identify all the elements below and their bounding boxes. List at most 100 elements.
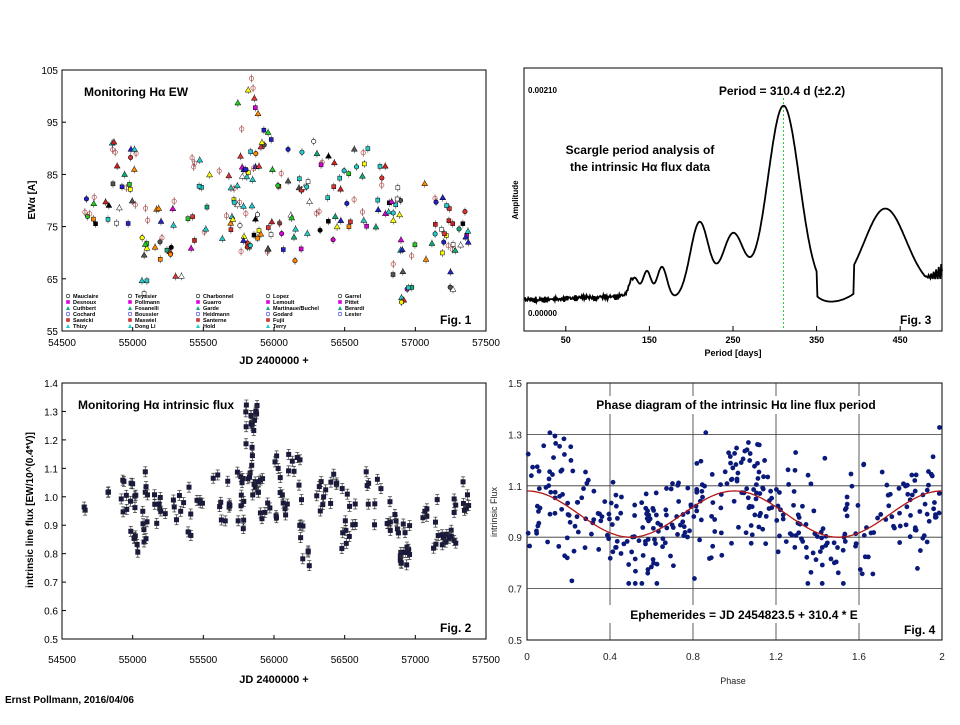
- fig2-point: [460, 500, 466, 506]
- fig2-point: [82, 507, 88, 513]
- fig2-point: [105, 489, 111, 495]
- fig2-point: [372, 501, 378, 507]
- fig1-point: [447, 284, 453, 290]
- fig4-plot-frame: [526, 382, 943, 641]
- fig1-legend-label: Terry: [273, 324, 287, 330]
- fig1-legend-label: Lester: [345, 312, 362, 318]
- fig1-legend-marker: [196, 300, 200, 304]
- fig2-title: Monitoring Hα intrinsic flux: [78, 398, 234, 412]
- fig4-title: Phase diagram of the intrinsic Hα line f…: [596, 398, 875, 412]
- fig1-point: [243, 211, 249, 217]
- fig1-legend-marker: [337, 311, 343, 317]
- fig4-point: [769, 505, 775, 511]
- fig2-point: [262, 509, 268, 515]
- fig4-point: [853, 541, 859, 547]
- fig4-annotation-bg: [600, 605, 890, 623]
- fig4-ytick-label: 1.1: [508, 482, 522, 493]
- fig1-point: [331, 213, 339, 219]
- fig4-point: [552, 510, 558, 516]
- fig2-point: [243, 424, 249, 430]
- fig2-point: [466, 502, 472, 508]
- fig1-point: [169, 205, 177, 211]
- fig1-legend-label: Guarro: [203, 300, 222, 306]
- fig2-point: [227, 503, 233, 509]
- fig2-point: [280, 500, 286, 506]
- fig1-point: [422, 255, 430, 262]
- fig4-point: [808, 569, 814, 575]
- fig2-point: [257, 477, 263, 483]
- fig4-point: [685, 534, 690, 540]
- fig3-periodogram-line: [523, 104, 943, 305]
- fig4-point: [901, 481, 906, 487]
- fig1-point: [344, 200, 350, 206]
- fig1-point: [374, 206, 382, 213]
- fig3-xtick-label: 50: [561, 335, 571, 345]
- fig4-point: [810, 550, 816, 556]
- fig1-point: [325, 152, 332, 159]
- fig2-point: [133, 492, 139, 498]
- fig1-point: [112, 149, 118, 155]
- fig2-point: [158, 508, 164, 514]
- fig1-point: [360, 150, 366, 156]
- fig1-point: [398, 299, 404, 305]
- fig4-point: [693, 503, 699, 509]
- fig4-point: [814, 534, 820, 539]
- fig2-point: [251, 417, 257, 423]
- fig4-point: [775, 549, 781, 555]
- fig1-point: [102, 198, 110, 205]
- fig2-point: [128, 528, 134, 534]
- fig1-point: [248, 149, 253, 155]
- fig2-point: [176, 492, 182, 498]
- fig2-point: [250, 492, 256, 498]
- fig1-point: [240, 202, 247, 209]
- fig1-point: [346, 171, 352, 177]
- fig4-point: [645, 567, 651, 572]
- fig4-point: [915, 566, 920, 571]
- fig4-point: [643, 491, 649, 497]
- fig4-point: [747, 451, 753, 456]
- fig1-legend-marker: [337, 293, 343, 299]
- fig2-point: [243, 441, 249, 447]
- fig2-point: [404, 562, 410, 568]
- fig1-point: [253, 151, 259, 157]
- fig1-point: [138, 277, 146, 284]
- fig4-point: [552, 433, 558, 439]
- fig2-ytick-label: 1.1: [44, 464, 58, 475]
- fig4-point: [760, 526, 766, 532]
- fig4-point: [699, 488, 705, 494]
- fig2-point: [185, 529, 191, 535]
- fig4-point: [848, 471, 854, 477]
- fig1-title: Monitoring Hα EW: [84, 85, 189, 99]
- fig4-point: [607, 516, 612, 522]
- fig4-point: [819, 581, 825, 586]
- fig4-point: [803, 545, 809, 550]
- fig4-point: [842, 539, 848, 544]
- fig2-point: [461, 507, 467, 513]
- fig4-point: [632, 581, 638, 586]
- fig4-point: [639, 500, 645, 506]
- fig4-point: [909, 472, 915, 478]
- fig1-point: [362, 161, 367, 167]
- fig4-point: [926, 518, 932, 524]
- fig4-point: [819, 535, 824, 541]
- fig4-point: [835, 570, 841, 576]
- fig1-legend-label: Charbonnel: [203, 294, 234, 300]
- fig1-point: [299, 149, 305, 155]
- fig1-point: [444, 203, 449, 208]
- fig1-legend-label: Hold: [203, 324, 215, 330]
- fig1-point: [244, 86, 252, 93]
- fig1-point: [385, 208, 393, 215]
- fig4-point: [747, 503, 753, 509]
- fig4-point: [791, 502, 796, 508]
- fig4-point: [687, 528, 692, 534]
- fig1-point: [130, 166, 138, 172]
- fig1-point: [229, 216, 237, 222]
- fig2-point: [282, 506, 288, 512]
- fig1-point: [261, 127, 267, 133]
- fig2-point: [140, 508, 146, 514]
- fig1-point: [390, 210, 396, 216]
- fig1-point: [206, 171, 213, 178]
- fig4-point: [543, 484, 549, 490]
- fig1-point: [268, 137, 274, 142]
- fig1-point: [187, 244, 195, 251]
